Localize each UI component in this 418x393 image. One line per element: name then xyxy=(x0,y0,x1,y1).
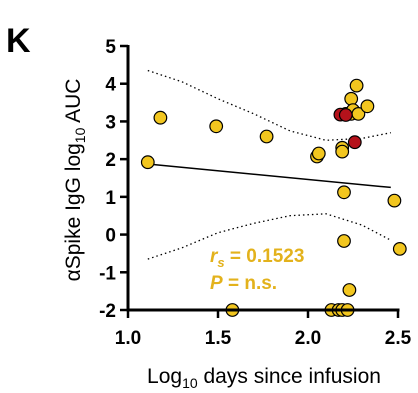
gold-point xyxy=(142,156,155,169)
gold-point xyxy=(388,194,401,207)
panel-letter: K xyxy=(6,22,31,60)
y-tick-label: 2 xyxy=(105,150,116,171)
y-axis-label: αSpike IgG log10 AUC xyxy=(62,79,88,282)
gold-point xyxy=(154,111,167,124)
x-tick-label: 1.5 xyxy=(205,328,232,349)
x-tick-label: 2.5 xyxy=(385,328,412,349)
y-tick-label: 5 xyxy=(105,37,116,58)
y-tick-label: 1 xyxy=(105,188,116,209)
p-value-annotation: P = n.s. xyxy=(210,273,277,294)
y-tick-label: 4 xyxy=(105,75,116,96)
x-axis-label: Log10 days since infusion xyxy=(147,365,381,391)
gold-point xyxy=(394,243,407,256)
y-tick-label: -1 xyxy=(99,263,116,284)
y-axis-ticks: -2 -1 0 1 2 3 4 5 xyxy=(99,37,128,322)
gold-point xyxy=(210,120,223,133)
gold-point xyxy=(338,235,351,248)
regression-line-group xyxy=(148,164,391,187)
gold-point xyxy=(350,79,363,92)
rs-subscript: s xyxy=(217,255,224,270)
p-symbol: P xyxy=(210,273,223,294)
p-value: = n.s. xyxy=(223,273,277,294)
red-point xyxy=(340,109,353,122)
rs-value: = 0.1523 xyxy=(225,246,305,267)
gold-point xyxy=(345,93,358,106)
y-tick-label: -2 xyxy=(99,301,116,322)
x-axis-ticks: 1.0 1.5 2.0 2.5 xyxy=(115,310,412,349)
x-tick-label: 2.0 xyxy=(295,328,321,349)
gold-point xyxy=(313,147,326,160)
gold-point xyxy=(343,284,356,297)
y-tick-label: 0 xyxy=(105,226,116,247)
gold-point xyxy=(338,186,351,199)
x-tick-label: 1.0 xyxy=(115,328,141,349)
y-tick-label: 3 xyxy=(105,112,116,133)
regression-line xyxy=(148,164,391,187)
gold-point xyxy=(260,130,273,143)
gold-point xyxy=(336,145,349,158)
gold-point xyxy=(361,100,374,113)
red-point xyxy=(349,136,362,149)
spearman-annotation: rs = 0.1523 xyxy=(210,246,304,270)
